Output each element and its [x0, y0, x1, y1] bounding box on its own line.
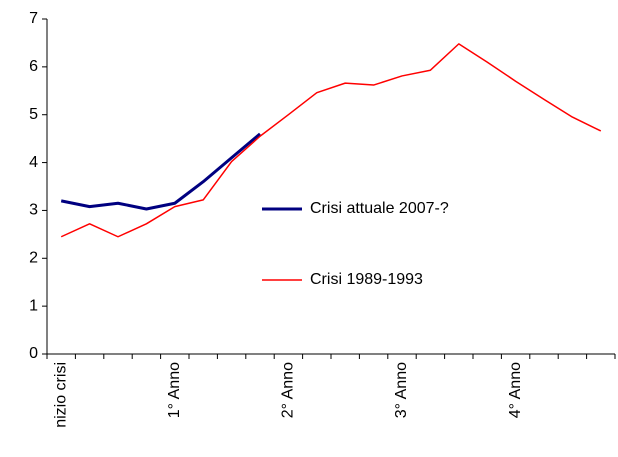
x-tick-label: nizio crisi — [52, 362, 69, 428]
series-line — [60, 43, 602, 238]
y-tick-label: 3 — [29, 202, 38, 219]
series-line — [60, 132, 261, 211]
legend-label: Crisi 1989-1993 — [310, 271, 423, 288]
y-tick-label: 7 — [29, 10, 38, 27]
x-tick-label: 3° Anno — [393, 362, 410, 418]
y-tick-label: 0 — [29, 345, 38, 362]
x-tick-label: 4° Anno — [507, 362, 524, 418]
legend-label: Crisi attuale 2007-? — [310, 200, 449, 217]
y-tick-label: 4 — [29, 154, 38, 171]
x-tick-label: 2° Anno — [280, 362, 297, 418]
y-tick-label: 6 — [29, 58, 38, 75]
x-tick-label: 1° Anno — [166, 362, 183, 418]
y-tick-label: 5 — [29, 106, 38, 123]
y-tick-label: 2 — [29, 250, 38, 267]
y-tick-label: 1 — [29, 297, 38, 314]
